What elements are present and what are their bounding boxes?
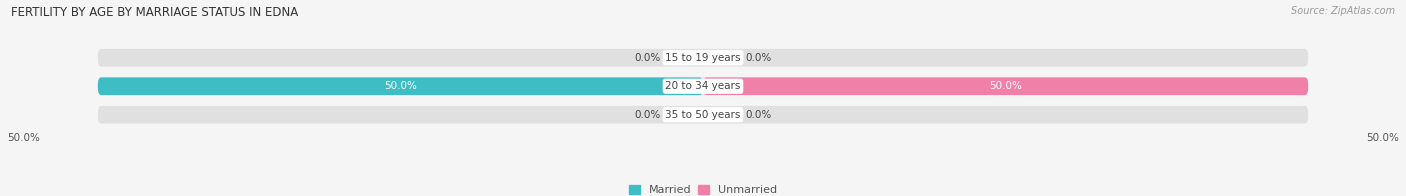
Text: 50.0%: 50.0%: [7, 133, 39, 143]
FancyBboxPatch shape: [672, 109, 703, 121]
FancyBboxPatch shape: [98, 49, 1308, 67]
Text: 35 to 50 years: 35 to 50 years: [665, 110, 741, 120]
Text: 0.0%: 0.0%: [634, 110, 661, 120]
FancyBboxPatch shape: [703, 52, 734, 64]
Text: 20 to 34 years: 20 to 34 years: [665, 81, 741, 91]
FancyBboxPatch shape: [703, 77, 1308, 95]
Text: 0.0%: 0.0%: [634, 53, 661, 63]
Text: 0.0%: 0.0%: [745, 110, 772, 120]
FancyBboxPatch shape: [672, 52, 703, 64]
FancyBboxPatch shape: [98, 106, 1308, 124]
FancyBboxPatch shape: [703, 109, 734, 121]
Text: 50.0%: 50.0%: [384, 81, 416, 91]
Text: 50.0%: 50.0%: [990, 81, 1022, 91]
Legend: Married, Unmarried: Married, Unmarried: [628, 185, 778, 195]
Text: 50.0%: 50.0%: [1367, 133, 1399, 143]
Text: 0.0%: 0.0%: [745, 53, 772, 63]
Text: 15 to 19 years: 15 to 19 years: [665, 53, 741, 63]
FancyBboxPatch shape: [98, 77, 703, 95]
Text: FERTILITY BY AGE BY MARRIAGE STATUS IN EDNA: FERTILITY BY AGE BY MARRIAGE STATUS IN E…: [11, 6, 298, 19]
Text: Source: ZipAtlas.com: Source: ZipAtlas.com: [1291, 6, 1395, 16]
FancyBboxPatch shape: [98, 77, 1308, 95]
